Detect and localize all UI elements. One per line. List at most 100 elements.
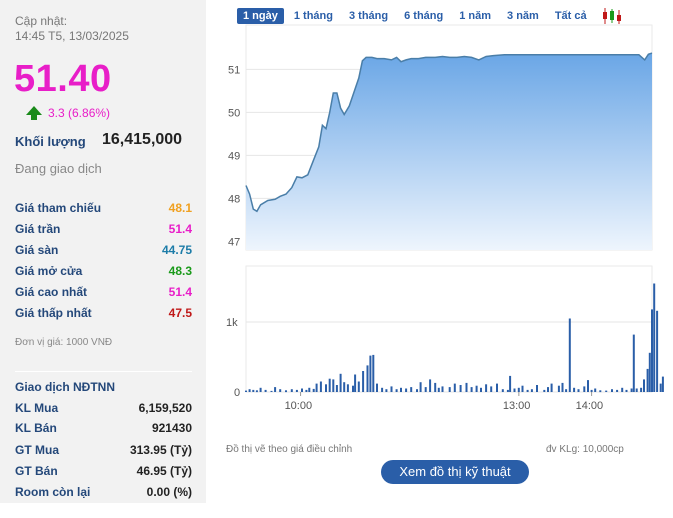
y-tick-label: 47 [228, 236, 240, 248]
volume-bar [480, 387, 482, 392]
volume-bar [659, 383, 662, 392]
update-info: Cập nhật: 14:45 T5, 13/03/2025 [15, 14, 129, 44]
foreign-row-label: KL Bán [15, 421, 57, 435]
volume-bar [248, 389, 251, 392]
volume-bar [573, 387, 576, 392]
price-chart: 47 48 49 50 51 1k 0 10:00 13:00 14:00 [226, 24, 664, 412]
tab-1-month[interactable]: 1 tháng [293, 10, 333, 22]
price-area [246, 53, 652, 250]
x-tick-label: 10:00 [285, 400, 313, 412]
volume-bar [328, 378, 331, 392]
y-tick-label: 49 [228, 150, 240, 162]
volume-bar [255, 390, 258, 393]
price-row-label: Giá mở cửa [15, 264, 83, 278]
volume-bar [385, 389, 388, 392]
volume-bar [312, 388, 315, 392]
foreign-row-value: 6,159,520 [138, 401, 192, 415]
volume-bar [513, 388, 516, 392]
volume-bar [490, 386, 493, 392]
volume-bar [557, 385, 560, 392]
price-row-label: Giá sàn [15, 243, 59, 257]
price-row-low: Giá thấp nhất 47.5 [15, 306, 192, 322]
volume-bar [568, 318, 571, 392]
x-tick-label: 14:00 [576, 400, 604, 412]
volume-bar [526, 389, 529, 392]
foreign-row-value: 0.00 (%) [146, 485, 192, 499]
volume-bar [506, 389, 509, 392]
volume-bar [653, 283, 656, 392]
tab-all[interactable]: Tất cả [554, 10, 587, 22]
tab-6-months[interactable]: 6 tháng [404, 10, 444, 22]
price-row-value: 44.75 [161, 243, 192, 257]
volume-bar [305, 389, 308, 392]
price-row-value: 48.1 [168, 201, 192, 215]
volume-bar [437, 387, 440, 392]
price-change-value: 3.3 (6.86%) [48, 106, 111, 120]
technical-chart-button[interactable]: Xem đồ thị kỹ thuật [381, 460, 529, 484]
volume-bar [335, 385, 338, 392]
price-row-label: Giá thấp nhất [15, 306, 92, 320]
volume-bar [332, 379, 335, 392]
volume-bar [453, 383, 456, 392]
foreign-row-value: 313.95 (Tỷ) [129, 443, 192, 457]
candlestick-icon[interactable] [601, 7, 623, 25]
price-row-label: Giá tham chiếu [15, 201, 102, 215]
current-price: 51.40 [14, 58, 112, 100]
trading-status: Đang giao dịch [15, 161, 102, 176]
volume-bar [362, 371, 365, 392]
volume-bar [245, 390, 247, 392]
volume-bar [583, 386, 586, 392]
y-tick-label: 48 [228, 193, 240, 205]
volume-bar [441, 386, 444, 392]
volume-bar [651, 309, 653, 392]
tab-3-months[interactable]: 3 tháng [348, 10, 389, 22]
volume-bar [264, 389, 267, 392]
volume-bar [346, 384, 349, 392]
volume-bar [366, 365, 369, 392]
y-tick-label: 1k [226, 317, 238, 329]
volume-bar [252, 389, 255, 392]
volume-bar [339, 373, 342, 392]
volume-bar [599, 390, 602, 393]
volume-bar [308, 387, 311, 392]
x-tick-label: 13:00 [503, 400, 531, 412]
volume-panel: 1k 0 [226, 265, 664, 399]
volume-bar [611, 389, 613, 392]
volume-bar [509, 375, 512, 392]
volume-bar [661, 376, 664, 392]
volume-bar [635, 388, 638, 392]
volume-bar [632, 334, 635, 392]
volume-value: 16,415,000 [102, 131, 183, 148]
price-panel: 47 48 49 50 51 [228, 24, 653, 251]
volume-bar [295, 389, 298, 392]
volume-plot-area [245, 265, 653, 393]
volume-bar [285, 390, 287, 393]
volume-bar [517, 387, 520, 392]
tab-1-year[interactable]: 1 năm [459, 10, 492, 22]
price-row-value: 51.4 [168, 222, 192, 236]
tab-3-years[interactable]: 3 năm [507, 10, 539, 22]
volume-bar [590, 389, 593, 392]
volume-bar [625, 389, 628, 392]
volume-bar [357, 381, 360, 392]
volume-bar [536, 385, 538, 392]
foreign-row: GT Bán 46.95 (Tỷ) [15, 464, 192, 480]
volume-bar [547, 387, 549, 392]
volume-bar [485, 384, 488, 392]
volume-unit-note: đv KLg: 10,000cp [546, 444, 624, 455]
volume-bar [319, 381, 322, 392]
foreign-row: Room còn lại 0.00 (%) [15, 485, 192, 501]
unit-note: Đơn vị giá: 1000 VNĐ [15, 337, 113, 348]
volume-bar [470, 387, 473, 392]
foreign-row-value: 921430 [151, 421, 192, 435]
volume-bar [279, 389, 282, 392]
tab-1-day[interactable]: 1 ngày [237, 8, 284, 24]
price-row-label: Giá trần [15, 222, 61, 236]
volume-bar [354, 374, 357, 392]
price-row-value: 51.4 [168, 285, 192, 299]
time-axis: 10:00 13:00 14:00 [285, 392, 604, 412]
price-line [245, 52, 653, 213]
price-row-reference: Giá tham chiếu 48.1 [15, 201, 192, 217]
volume-bar [543, 389, 546, 392]
volume-bar [369, 355, 372, 392]
